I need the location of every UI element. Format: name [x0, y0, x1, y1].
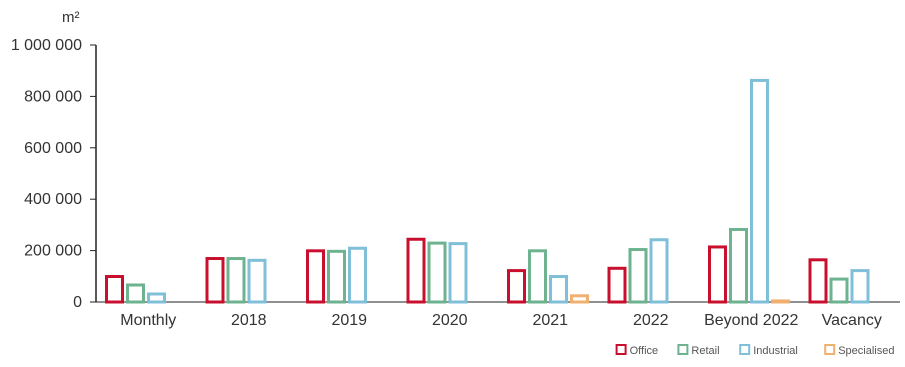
- bar-office-2022: [607, 266, 627, 304]
- bar-retail-monthly: [126, 283, 145, 304]
- bar-industrial-monthly: [147, 292, 166, 304]
- x-category-label: Beyond 2022: [704, 312, 798, 329]
- bar-office-monthly: [105, 275, 124, 304]
- x-category-label: 2019: [331, 312, 367, 329]
- bar-retail-2018: [226, 257, 246, 304]
- legend-swatch-specialised: [824, 344, 836, 355]
- bar-retail-2021: [528, 249, 547, 304]
- bar-office-vacancy: [808, 258, 828, 304]
- bar-office-2018: [205, 257, 225, 304]
- x-category-label: Vacancy: [822, 312, 882, 329]
- bar-industrial-2021: [549, 275, 568, 304]
- x-category-label: 2018: [231, 312, 267, 329]
- x-axis-labels: Monthly 2018 2019 2020 2021 2022 Beyond 2022 Va…: [120, 312, 882, 329]
- legend: Office Retail Industrial Specialised: [615, 344, 894, 357]
- bar-industrial-2020: [448, 242, 468, 304]
- bar-industrial-2018: [247, 258, 267, 304]
- legend-label-office: Office: [630, 345, 659, 357]
- x-category-label: 2021: [532, 312, 568, 329]
- bar-industrial-2022: [649, 238, 669, 304]
- y-tick-label: 800 000: [24, 88, 82, 105]
- y-tick-label: 1 000 000: [11, 37, 82, 54]
- x-category-label: Monthly: [120, 312, 176, 329]
- bar-office-2019: [306, 249, 325, 304]
- bar-retail-2020: [427, 241, 447, 304]
- legend-label-retail: Retail: [691, 345, 719, 357]
- y-axis-ticks: 0 200 000 400 000 600 000 800 000 1 000 000: [11, 37, 96, 311]
- bar-office-2021: [507, 269, 526, 304]
- y-tick-label: 0: [73, 294, 82, 311]
- bar-office-beyond-2022: [708, 245, 727, 304]
- legend-swatch-industrial: [739, 344, 751, 355]
- bar-specialised-2021: [570, 294, 589, 304]
- y-tick-label: 600 000: [24, 140, 82, 157]
- x-category-label: 2022: [633, 312, 669, 329]
- bar-retail-2019: [327, 249, 346, 304]
- legend-swatch-office: [615, 344, 627, 355]
- legend-label-industrial: Industrial: [753, 345, 798, 357]
- legend-swatch-retail: [677, 344, 689, 355]
- bar-industrial-beyond-2022: [750, 78, 769, 304]
- y-tick-label: 400 000: [24, 191, 82, 208]
- bar-retail-beyond-2022: [729, 227, 748, 304]
- legend-label-specialised: Specialised: [838, 345, 894, 357]
- bar-retail-vacancy: [829, 277, 849, 304]
- y-tick-label: 200 000: [24, 243, 82, 260]
- y-axis-unit-label: m²: [62, 9, 80, 26]
- bar-specialised-beyond-2022: [771, 299, 790, 304]
- bar-retail-2022: [628, 248, 648, 304]
- x-category-label: 2020: [432, 312, 468, 329]
- bars-group: [105, 78, 870, 304]
- bar-office-2020: [406, 237, 426, 304]
- bar-industrial-vacancy: [850, 269, 870, 304]
- bar-industrial-2019: [348, 246, 367, 304]
